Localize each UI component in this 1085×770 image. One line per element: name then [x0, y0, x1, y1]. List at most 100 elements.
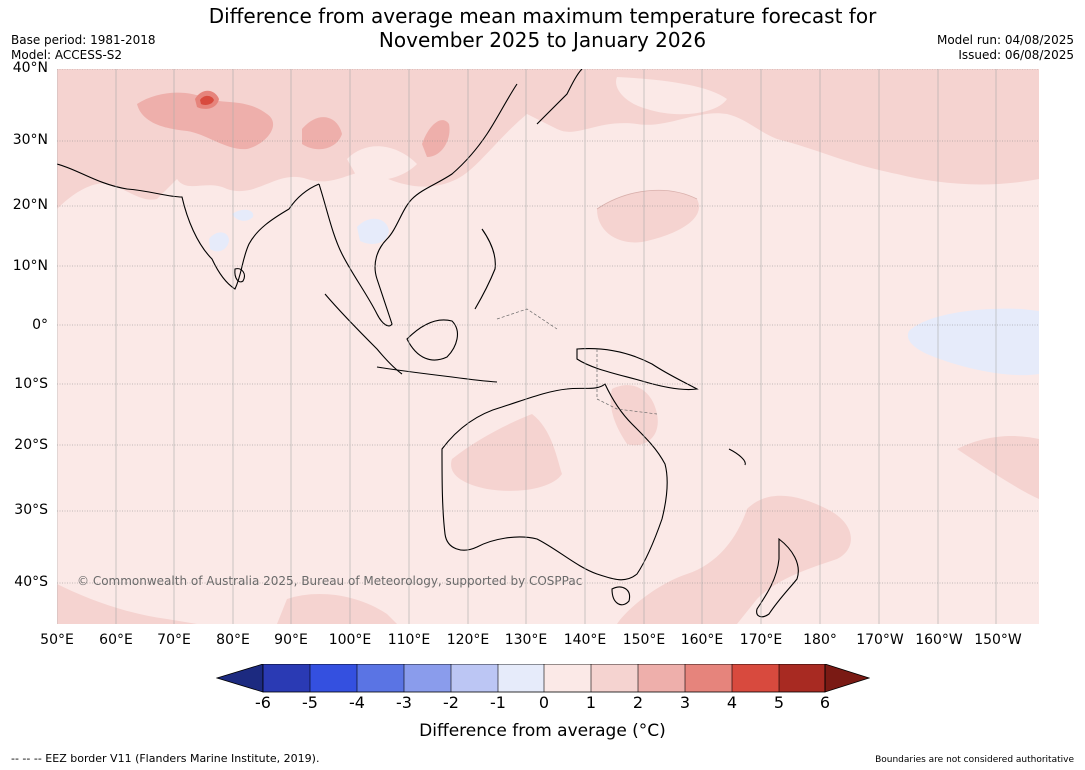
- coast-tasmania: [611, 586, 631, 606]
- lat-label-40s: 40°S: [14, 574, 48, 590]
- colorbar-bin-3-4: [685, 664, 732, 692]
- colorbar-tick-neg1: -1: [490, 693, 506, 712]
- map-title: Difference from average mean maximum tem…: [0, 4, 1085, 52]
- title-line-1: Difference from average mean maximum tem…: [208, 4, 877, 28]
- lon-label-160e: 160°E: [680, 632, 724, 648]
- lon-label-110e: 110°E: [387, 632, 431, 648]
- anomaly-0-1-china: [347, 146, 417, 181]
- colorbar-bin--5--4: [310, 664, 357, 692]
- colorbar-bin-5-6: [779, 664, 825, 692]
- lon-label-100e: 100°E: [328, 632, 372, 648]
- anomaly-1-2-south-pacific: [617, 495, 851, 624]
- lon-label-130e: 130°E: [504, 632, 548, 648]
- forecast-map: [57, 69, 1039, 624]
- lat-label-20s: 20°S: [14, 437, 48, 453]
- lon-label-150w: 150°W: [974, 632, 1022, 648]
- colorbar-dividers: [309, 664, 780, 692]
- model-run: Model run: 04/08/2025: [936, 33, 1074, 47]
- anomaly-2-3-china-east: [422, 120, 450, 157]
- colorbar-tick-5: 5: [773, 693, 785, 712]
- coast-sri-lanka: [234, 268, 245, 283]
- colorbar-bin--1-0: [498, 664, 544, 692]
- lon-label-180: 180°: [803, 632, 837, 648]
- meta-left: Base period: 1981-2018 Model: ACCESS-S2: [11, 33, 156, 63]
- lon-label-150e: 150°E: [622, 632, 666, 648]
- lon-label-90e: 90°E: [274, 632, 308, 648]
- colorbar-bin--4--3: [357, 664, 404, 692]
- lat-label-40n: 40°N: [12, 60, 48, 76]
- anomaly-2-3-himalaya: [137, 92, 274, 150]
- lat-label-30n: 30°N: [12, 132, 48, 148]
- anomaly-1-2-coral-sea: [610, 385, 658, 446]
- lon-label-120e: 120°E: [446, 632, 490, 648]
- colorbar-max-arrow: [824, 664, 870, 693]
- anomaly-1-2-north-asia: [57, 69, 1039, 209]
- anomaly-1-2-pacific-blob: [597, 190, 699, 243]
- colorbar-tick-3: 3: [679, 693, 691, 712]
- colorbar-tick-6: 6: [819, 693, 831, 712]
- colorbar-tick-0: 0: [538, 693, 550, 712]
- model-name: Model: ACCESS-S2: [11, 48, 123, 62]
- lat-label-20n: 20°N: [12, 197, 48, 213]
- coast-japan: [536, 69, 583, 125]
- colorbar-tick-1: 1: [585, 693, 597, 712]
- colorbar-tick-4: 4: [726, 693, 738, 712]
- colorbar-tick-neg3: -3: [396, 693, 412, 712]
- coast-new-caledonia: [728, 448, 746, 466]
- anomaly-neg-india: [209, 232, 229, 252]
- colorbar: [216, 664, 870, 693]
- eez-borders: [496, 308, 658, 415]
- lon-label-170w: 170°W: [856, 632, 904, 648]
- eez-border-note: -- -- -- EEZ border V11 (Flanders Marine…: [11, 752, 320, 765]
- coast-borneo: [406, 319, 458, 361]
- lon-label-50e: 50°E: [40, 632, 74, 648]
- coast-java: [376, 366, 498, 383]
- anomaly-neg-bay-of-bengal: [232, 209, 254, 221]
- lon-label-160w: 160°W: [915, 632, 963, 648]
- boundaries-disclaimer: Boundaries are not considered authoritat…: [875, 755, 1074, 765]
- base-period: Base period: 1981-2018: [11, 33, 156, 47]
- lon-label-70e: 70°E: [157, 632, 191, 648]
- anomaly-1-2-tasman: [277, 594, 397, 624]
- coast-sumatra: [324, 293, 403, 375]
- anomaly-1-2-far-east: [957, 436, 1039, 499]
- coast-philippines: [474, 228, 496, 310]
- coast-new-guinea: [576, 348, 699, 391]
- anomaly-contour-line: [596, 189, 698, 210]
- colorbar-bin-0-1: [544, 664, 591, 692]
- colorbar-bin--2--1: [451, 664, 498, 692]
- colorbar-tick-neg2: -2: [443, 693, 459, 712]
- lon-label-60e: 60°E: [99, 632, 133, 648]
- coast-southeast-asia: [318, 83, 518, 327]
- colorbar-bin--6--5: [263, 664, 310, 692]
- colorbar-bin-4-5: [732, 664, 779, 692]
- coast-new-zealand: [756, 537, 799, 618]
- lat-label-0: 0°: [32, 317, 48, 333]
- anomaly-neg-equatorial-pacific: [907, 308, 1039, 376]
- colorbar-tick-2: 2: [632, 693, 644, 712]
- coast-australia: [441, 383, 668, 581]
- anomaly-1-2-australia: [451, 414, 562, 491]
- lon-label-140e: 140°E: [563, 632, 607, 648]
- colorbar-label: Difference from average (°C): [419, 721, 666, 741]
- colorbar-tick-neg6: -6: [255, 693, 271, 712]
- lat-label-30s: 30°S: [14, 502, 48, 518]
- colorbar-bin-2-3: [638, 664, 685, 692]
- lon-label-170e: 170°E: [739, 632, 783, 648]
- graticule: [57, 69, 1039, 584]
- lon-label-80e: 80°E: [216, 632, 250, 648]
- coast-india: [57, 163, 320, 290]
- title-line-2: November 2025 to January 2026: [378, 28, 707, 52]
- anomaly-neg-indochina: [357, 218, 389, 244]
- lat-label-10n: 10°N: [12, 258, 48, 274]
- anomaly-4-5-kashmir: [200, 95, 214, 105]
- lat-label-10s: 10°S: [14, 376, 48, 392]
- coastlines: [57, 69, 799, 618]
- colorbar-min-arrow: [216, 664, 264, 693]
- anomaly-1-2-south-indian: [57, 584, 197, 624]
- colorbar-bin-1-2: [591, 664, 638, 692]
- anomaly-shading: [57, 69, 1039, 624]
- meridians: [57, 69, 997, 624]
- copyright-notice: © Commonwealth of Australia 2025, Bureau…: [77, 574, 583, 588]
- meta-right: Model run: 04/08/2025 Issued: 06/08/2025: [937, 33, 1074, 63]
